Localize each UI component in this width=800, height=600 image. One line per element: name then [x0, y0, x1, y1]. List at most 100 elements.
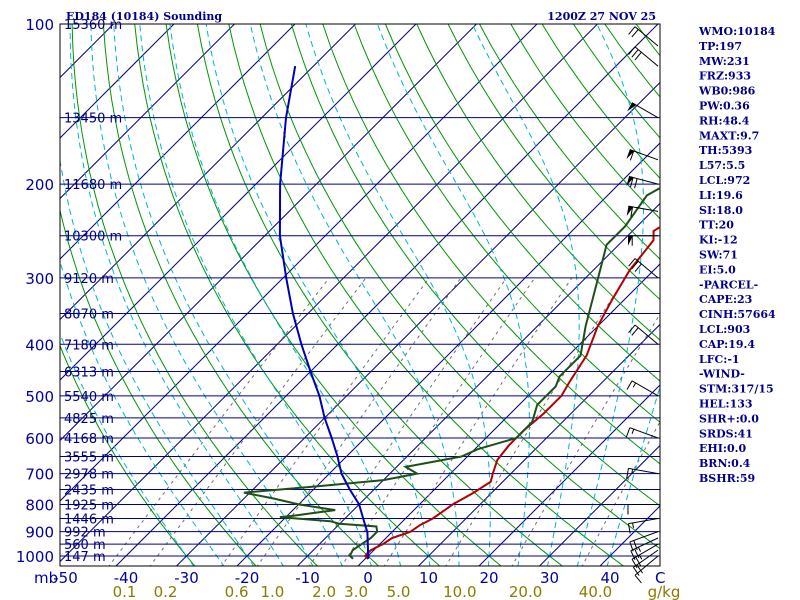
- height-label: 4168 m: [64, 432, 114, 447]
- wind-barb-flag: [633, 567, 640, 576]
- wind-barb-flag: [628, 258, 636, 267]
- wind-barb-flag: [631, 49, 639, 58]
- mixing-ratio-label: g/kg: [648, 583, 681, 600]
- temperature-tick-label: -30: [174, 569, 199, 587]
- sounding-index: SW:71: [699, 249, 738, 262]
- height-label: 992 m: [64, 526, 106, 541]
- wind-barb-flag: [626, 380, 633, 390]
- wind-barb-staff: [629, 427, 659, 439]
- wind-barb-staff: [631, 102, 659, 119]
- wind-barb-flag: [631, 29, 639, 38]
- wind-barbs: [625, 26, 659, 584]
- isotherm-line: [60, 24, 356, 321]
- mixing-ratio-label: 1.0: [260, 583, 284, 600]
- pressure-tick-label: 700: [25, 466, 54, 484]
- dry-adiabat-line: [228, 24, 625, 566]
- wind-barb-staff: [634, 46, 659, 67]
- wind-barb-staff: [634, 26, 659, 47]
- mixing-ratio-label: 0.2: [154, 583, 178, 600]
- wind-barb-staff: [631, 543, 659, 560]
- height-label: 2435 m: [64, 484, 114, 499]
- moist-adiabat-line: [471, 24, 580, 566]
- wind-barb: [627, 102, 659, 119]
- isotherm-line: [60, 24, 235, 200]
- moist-adiabat-line: [576, 24, 644, 566]
- isotherm-line: [478, 384, 660, 566]
- dry-adiabat-line: [353, 24, 660, 423]
- temperature-tick-label: -40: [114, 569, 139, 587]
- sounding-index: PW:0.36: [699, 100, 750, 113]
- mixing-ratio-label: 5.0: [387, 583, 411, 600]
- wind-barb-flag: [634, 548, 640, 559]
- height-label: 3555 m: [64, 451, 114, 466]
- height-label: 5540 m: [64, 390, 114, 405]
- height-label: 13450 m: [64, 112, 122, 127]
- temperature-tick-label: 10: [419, 569, 438, 587]
- height-label: 1925 m: [64, 498, 114, 513]
- isotherm-line: [175, 81, 660, 566]
- sounding-index: RH:48.4: [699, 114, 750, 127]
- mixing-ratio-label: 40.0: [579, 583, 612, 600]
- wind-barb-flag: [631, 260, 639, 270]
- isotherm-line: [357, 263, 660, 566]
- height-label: 1446 m: [64, 513, 114, 528]
- height-label: 6313 m: [64, 366, 114, 381]
- sounding-index: LCL:903: [699, 323, 750, 336]
- moist-adiabat-line: [249, 24, 460, 566]
- wind-barb-staff: [633, 549, 659, 568]
- temperature-tick-label: C: [655, 569, 665, 587]
- temperature-tick-label: 30: [540, 569, 559, 587]
- wind-barb: [626, 380, 659, 397]
- sounding-index: BRN:0.4: [699, 457, 751, 470]
- wind-barb: [626, 175, 659, 189]
- wind-barb-flag: [634, 51, 642, 61]
- moist-adiabat-lines: [60, 24, 660, 566]
- wind-barb: [625, 427, 659, 439]
- dry-adiabat-line: [290, 24, 660, 507]
- mixing-ratio-line: [149, 277, 367, 566]
- sounding-index: SI:18.0: [699, 204, 743, 217]
- sounding-index: WMO:10184: [698, 25, 776, 38]
- wind-barb-flag: [629, 150, 635, 161]
- temperature-line: [363, 225, 660, 560]
- wind-barb: [626, 149, 659, 161]
- pressure-tick-label: 600: [25, 430, 54, 448]
- pressure-tick-label: 200: [25, 176, 54, 194]
- isotherm-line: [60, 24, 175, 139]
- sounding-index: CAP:19.4: [699, 338, 755, 351]
- wind-barb-half-flag: [632, 382, 637, 388]
- sounding-index: EHI:0.0: [699, 442, 746, 455]
- wind-barb-staff: [628, 517, 659, 525]
- sounding-index: MW:231: [699, 55, 750, 68]
- dry-adiabat-line: [322, 24, 660, 465]
- wind-barb-staff: [634, 324, 659, 345]
- dry-adiabat-line: [60, 208, 257, 566]
- height-label: 15360 m: [64, 18, 122, 33]
- temperature-tick-label: -20: [235, 569, 260, 587]
- wind-barb-pennant: [626, 149, 635, 159]
- moist-adiabat-line: [139, 24, 372, 566]
- pressure-unit-label: mb: [34, 569, 58, 587]
- height-label: 7180 m: [64, 338, 114, 353]
- sounding-index: FRZ:933: [699, 70, 751, 83]
- sounding-index: L57:5.5: [699, 159, 745, 172]
- sounding-index: STM:317/15: [699, 383, 774, 396]
- sounding-index: CINH:57664: [699, 308, 776, 321]
- dry-adiabat-line: [71, 24, 319, 566]
- sounding-indices-panel: WMO:10184 TP:197 MW:231 FRZ:933 WB0:986 PW:0.…: [698, 25, 776, 485]
- valid-time: 1200Z 27 NOV 25: [547, 10, 656, 23]
- mixing-ratio-line: [445, 277, 626, 566]
- sounding-index: SRDS:41: [699, 427, 753, 440]
- wind-barb-flag: [631, 558, 638, 569]
- sounding-index: TH:5393: [699, 144, 752, 157]
- temperature-tick-label: 20: [479, 569, 498, 587]
- mixing-ratio-label: 0.6: [225, 583, 249, 600]
- sounding-index: TT:20: [699, 219, 734, 232]
- wind-barb-staff: [634, 555, 659, 576]
- sounding-index: LI:19.6: [699, 189, 743, 202]
- wind-barb: [630, 537, 659, 560]
- mixing-ratio-label: 0.1: [113, 583, 137, 600]
- isotherm-line: [60, 24, 538, 502]
- sounding-index: HEL:133: [699, 398, 753, 411]
- wind-barb-staff: [629, 149, 659, 161]
